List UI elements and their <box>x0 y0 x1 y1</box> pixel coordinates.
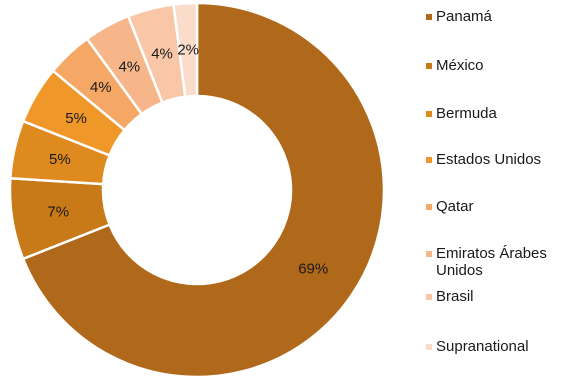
legend-swatch <box>426 157 432 163</box>
slice-label: 4% <box>90 79 112 96</box>
legend-item: México <box>426 57 566 74</box>
legend-label: México <box>436 57 484 74</box>
slice-label: 4% <box>118 58 140 75</box>
legend-item: Emiratos Árabes Unidos <box>426 245 566 279</box>
legend-swatch <box>426 251 432 257</box>
slice-label: 4% <box>151 45 173 62</box>
legend-item: Panamá <box>426 8 566 25</box>
legend-swatch <box>426 204 432 210</box>
slice-label: 5% <box>49 151 71 168</box>
legend-item: Supranational <box>426 338 566 355</box>
slice-label: 5% <box>65 110 87 127</box>
legend-label: Emiratos Árabes Unidos <box>436 245 547 279</box>
legend-item: Qatar <box>426 198 566 215</box>
slice-labels: 69%7%5%5%4%4%4% 2% <box>47 41 328 277</box>
legend-label: Bermuda <box>436 105 497 122</box>
legend-item: Brasil <box>426 288 566 305</box>
donut-chart: 69%7%5%5%4%4%4% 2% <box>8 1 386 377</box>
legend-swatch <box>426 111 432 117</box>
legend-item: Estados Unidos <box>426 151 566 168</box>
legend-swatch <box>426 14 432 20</box>
legend-label: Panamá <box>436 8 492 25</box>
slice-panama <box>21 1 386 377</box>
slice-label: 69% <box>298 260 328 277</box>
slices <box>8 1 386 377</box>
slice-supranational <box>172 1 199 99</box>
legend-label: Estados Unidos <box>436 151 542 168</box>
legend-label: Qatar <box>436 198 474 215</box>
legend-item: Bermuda <box>426 105 566 122</box>
legend-swatch <box>426 344 432 350</box>
legend-swatch <box>426 294 432 300</box>
slice-label: 7% <box>47 203 69 220</box>
legend-label: Supranational <box>436 338 529 355</box>
legend-swatch <box>426 63 432 69</box>
legend-label: Brasil <box>436 288 474 305</box>
slice-label: 2% <box>177 41 199 58</box>
